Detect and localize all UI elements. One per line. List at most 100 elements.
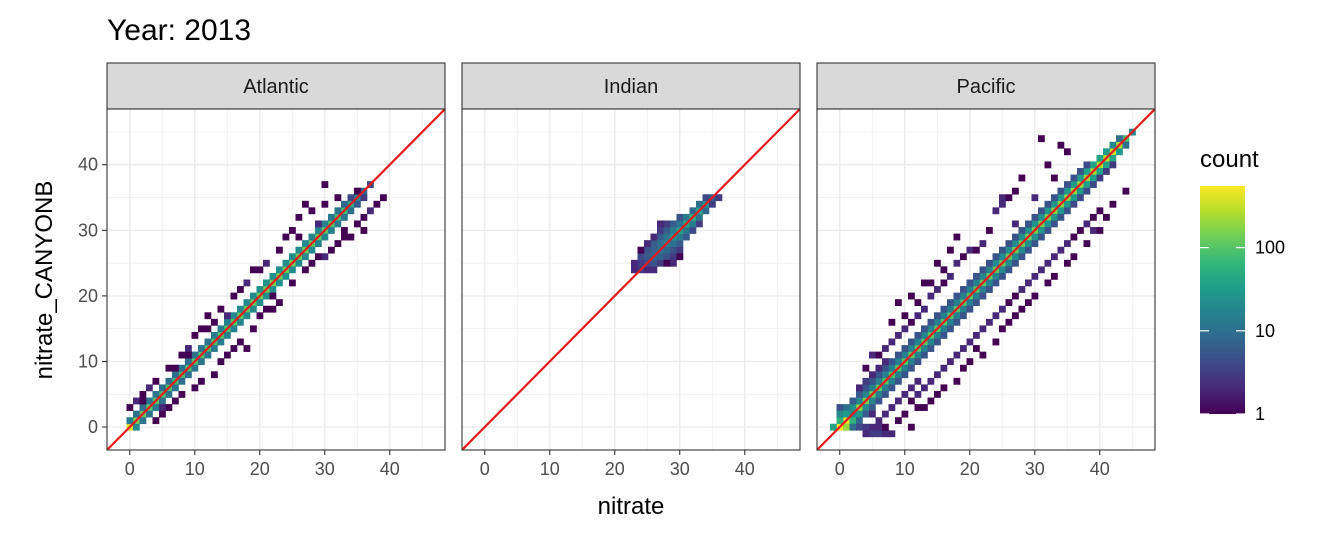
bin-cell (689, 207, 697, 215)
bin-cell (973, 279, 980, 287)
bin-cell (644, 253, 651, 261)
bin-cell (224, 318, 231, 326)
bin-cell (901, 390, 909, 398)
bin-cell (979, 351, 987, 359)
color-legend: count 1 10 100 (1200, 146, 1285, 424)
identity-line (817, 109, 1155, 450)
bin-cell (282, 233, 290, 241)
bin-cell (360, 227, 368, 234)
bin-cell (126, 417, 134, 425)
bin-cell (126, 404, 134, 411)
bin-cell (875, 377, 883, 385)
bin-cell (901, 364, 909, 372)
bin-cell (1064, 240, 1071, 248)
bin-cell (908, 292, 915, 300)
bin-cell (702, 194, 710, 202)
bin-cell (966, 279, 974, 287)
bin-cell (1051, 194, 1058, 202)
bin-cell (1070, 200, 1078, 208)
bin-cell (676, 253, 684, 261)
bin-cell (973, 299, 980, 307)
bin-cell (1083, 220, 1091, 228)
bin-cell (321, 181, 329, 188)
bin-cell (882, 384, 889, 392)
bin-cell (1005, 299, 1013, 307)
bin-cell (360, 213, 368, 221)
bin-cell (947, 305, 954, 313)
bin-cell (250, 305, 257, 313)
bin-cell (875, 364, 883, 372)
bin-cell (650, 233, 658, 241)
bin-cell (308, 207, 316, 215)
bin-cell (966, 305, 974, 313)
bin-cell (289, 227, 296, 234)
bin-cell (1031, 220, 1039, 228)
bin-cell (315, 227, 322, 234)
bin-cell (1096, 154, 1104, 162)
bin-cell (1051, 220, 1058, 228)
bin-cell (914, 390, 922, 398)
bin-cell (888, 430, 896, 438)
bin-cell (165, 390, 173, 398)
bin-cell (670, 259, 677, 267)
bin-cell (347, 233, 355, 241)
bin-cell (211, 345, 218, 352)
bin-cell (999, 200, 1006, 208)
bin-cell (979, 286, 987, 293)
bin-cell (315, 240, 322, 248)
bin-cell (992, 253, 1000, 261)
bin-cell (992, 207, 1000, 215)
bin-cell (895, 377, 902, 385)
bin-cell (1077, 227, 1084, 234)
bin-cell (875, 371, 883, 379)
bin-cell (869, 377, 876, 385)
bin-cell (908, 345, 915, 352)
bin-cell (663, 253, 671, 261)
bin-cell (830, 423, 837, 431)
bin-cell (670, 253, 677, 261)
bin-cell (644, 240, 651, 248)
bin-cell (979, 272, 987, 280)
legend-title: count (1200, 146, 1259, 173)
bin-cell (308, 233, 316, 241)
bin-cell (1012, 253, 1019, 261)
bin-cell (178, 377, 186, 385)
bin-cell (875, 423, 883, 431)
bin-cell (152, 377, 160, 385)
bin-cell (1096, 207, 1104, 215)
bin-cell (670, 220, 677, 228)
bin-cell (836, 410, 844, 418)
bin-cell (862, 377, 870, 385)
bin-cell (1018, 246, 1026, 254)
bin-cell (256, 286, 264, 293)
bin-cell (1005, 266, 1013, 274)
bin-cell (1025, 240, 1032, 248)
bin-cell (1077, 194, 1084, 202)
bin-cell (1051, 213, 1058, 221)
bin-cell (683, 233, 690, 241)
bin-cell (875, 351, 883, 359)
bin-cell (217, 305, 225, 313)
bin-cell (856, 390, 863, 398)
bin-cell (276, 246, 283, 254)
bin-cell (953, 233, 961, 241)
chart-title: Year: 2013 (107, 14, 251, 47)
bin-cell (856, 410, 863, 418)
facet-atlantic: Atlantic 0 10 20 30 40 0 10 20 30 40 (78, 62, 446, 479)
bin-cell (191, 364, 199, 372)
bin-cell (172, 364, 179, 372)
bin-cell (960, 292, 967, 300)
bin-cell (895, 299, 902, 307)
bin-cell (1057, 207, 1065, 215)
bin-cell (243, 279, 251, 287)
bin-cell (308, 246, 316, 254)
bin-cell (263, 305, 270, 313)
bin-cell (1096, 168, 1104, 175)
bin-cell (1103, 168, 1110, 175)
bin-cell (295, 233, 303, 241)
bin-cell (709, 200, 716, 208)
bin-cell (1077, 174, 1084, 182)
bin-cell (1090, 227, 1097, 234)
bin-cell (637, 253, 645, 261)
bin-cell (914, 331, 922, 339)
